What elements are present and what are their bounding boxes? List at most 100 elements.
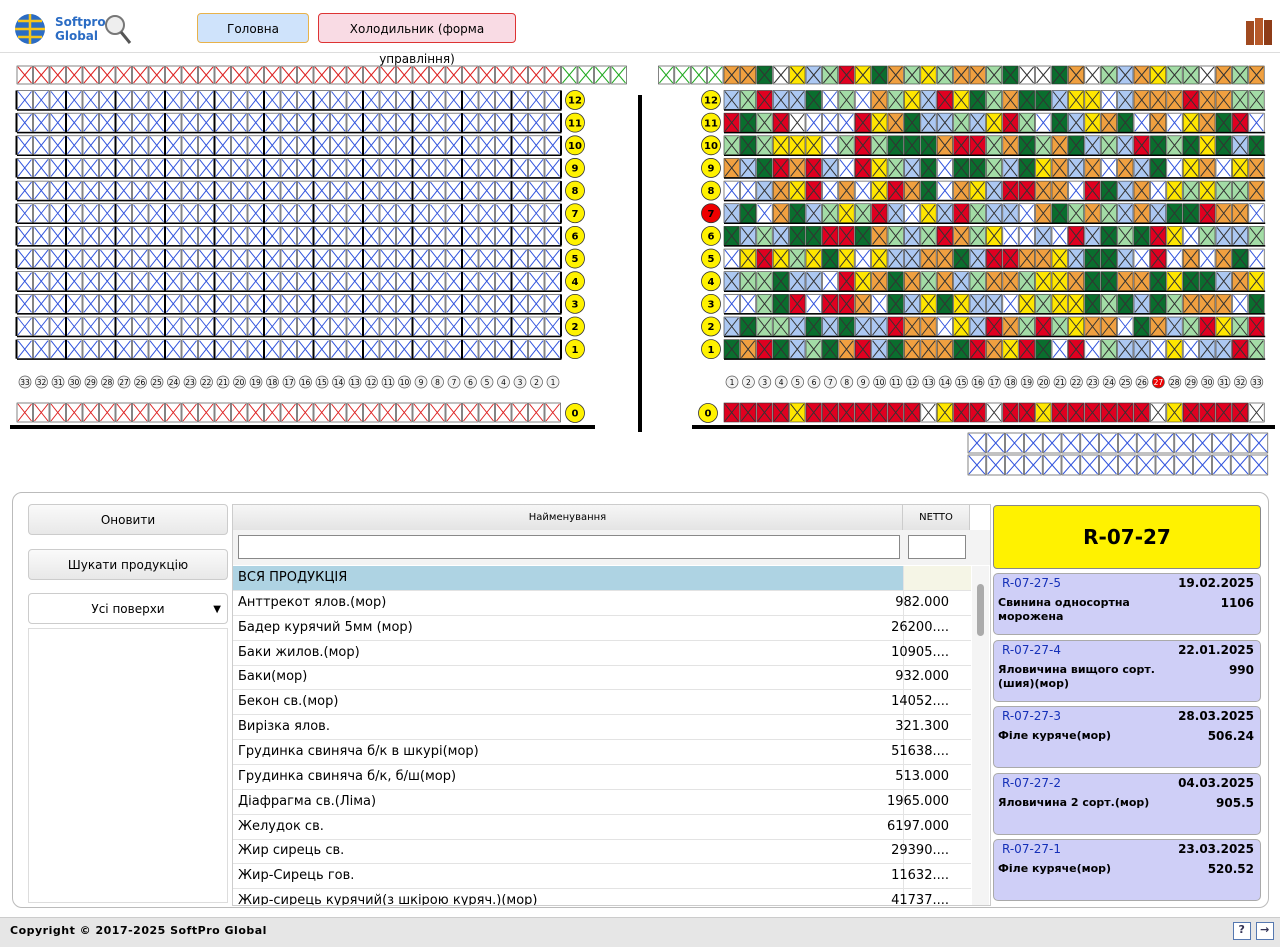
cell-cross	[116, 113, 131, 132]
cell-item[interactable]: R-07-27-4 22.01.2025 Яловичина вищого сорт…	[993, 639, 1261, 702]
column-label: 14	[940, 378, 950, 387]
column-label: 26	[1137, 378, 1147, 387]
tab[interactable]: Холодильник (форма управління)	[318, 13, 516, 66]
cell-cross	[954, 113, 969, 132]
cell-cross	[347, 66, 362, 84]
cell-cross	[773, 181, 788, 200]
cell-cross	[479, 249, 494, 268]
cell-cross	[182, 227, 197, 245]
cell-item[interactable]: R-07-27-2 04.03.2025 Яловичина 2 сорт.(мор…	[993, 772, 1261, 835]
help-button[interactable]: ?	[1233, 922, 1251, 940]
cell-cross	[232, 113, 247, 132]
column-badge	[101, 375, 114, 389]
cell-cross	[1134, 113, 1149, 132]
cell-cross	[1233, 295, 1248, 313]
cell-cross	[446, 317, 461, 336]
column-badge	[348, 375, 362, 389]
name-cell: Баки(мор)	[238, 669, 308, 685]
table-row[interactable]: Бекон св.(мор) 14052....	[233, 690, 971, 716]
cell-cross	[1085, 181, 1100, 200]
cell-cross	[446, 136, 461, 155]
refresh-button[interactable]: Оновити	[28, 504, 228, 535]
level-badge	[701, 225, 721, 246]
cell-cross	[1036, 317, 1051, 336]
table-row[interactable]: Баки(мор) 932.000	[233, 665, 971, 691]
cell-cross	[954, 295, 969, 313]
cell-cross	[545, 403, 560, 422]
cell-cross	[1134, 272, 1149, 291]
column-badge	[807, 375, 821, 389]
cell-cross	[232, 159, 247, 177]
cell-cross	[331, 340, 346, 358]
column-label: 27	[1154, 378, 1164, 387]
cell-cross	[314, 204, 329, 223]
column-label: 23	[185, 378, 195, 387]
cell-cross	[839, 204, 854, 223]
table-row[interactable]: Жир-сирець курячий(з шкірою куряч.)(мор)…	[233, 889, 971, 905]
cell-cross	[773, 317, 788, 336]
cell-cross	[1137, 455, 1155, 475]
cell-cross	[1003, 403, 1018, 422]
cell-cross	[1069, 403, 1084, 422]
cell-cross	[479, 159, 494, 177]
table-row[interactable]: Баки жилов.(мор) 10905....	[233, 640, 971, 666]
table-row[interactable]: Вирізка ялов. 321.300	[233, 715, 971, 741]
table-row[interactable]: Жир-Сирець гов. 11632....	[233, 864, 971, 890]
cell-cross	[496, 181, 511, 200]
table-row[interactable]: Діафрагма св.(Ліма) 1965.000	[233, 789, 971, 815]
cell-item[interactable]: R-07-27-5 19.02.2025 Свинина односортна мо…	[993, 573, 1261, 635]
cell-cross	[314, 249, 329, 268]
cell-item[interactable]: R-07-27-3 28.03.2025 Філе куряче(мор) 506.2…	[993, 706, 1261, 768]
netto-filter[interactable]	[908, 535, 966, 559]
cell-cross	[17, 249, 32, 268]
name-cell: ВСЯ ПРОДУКЦІЯ	[238, 570, 348, 585]
search-button[interactable]: Шукати продукцію	[28, 549, 228, 580]
cell-cross	[1003, 159, 1018, 177]
scrollbar[interactable]	[972, 566, 989, 905]
cell-cross	[182, 340, 197, 358]
cell-cross	[872, 249, 887, 268]
cell-cross	[347, 159, 362, 177]
cell-cross	[479, 272, 494, 291]
cell-cross	[823, 159, 838, 177]
floor-select[interactable]: Усі поверхи ▼	[28, 593, 228, 624]
cell-cross	[855, 159, 870, 177]
cell-cross	[50, 66, 65, 84]
table-row[interactable]: Грудинка свиняча б/к, б/ш(мор) 513.000	[233, 764, 971, 790]
item-date: 23.03.2025	[1178, 842, 1254, 856]
netto-cell: 321.300	[895, 719, 949, 735]
cell-cross	[34, 227, 49, 245]
table-row[interactable]: Грудинка свиняча б/к в шкурі(мор) 51638..…	[233, 739, 971, 765]
tab[interactable]: Головна	[197, 13, 309, 43]
table-row[interactable]: Бадер курячий 5мм (мор) 26200....	[233, 615, 971, 641]
cell-cross	[741, 272, 756, 291]
table-row[interactable]: Анттрекот ялов.(мор) 982.000	[233, 590, 971, 616]
cell-item[interactable]: R-07-27-1 23.03.2025 Філе куряче(мор) 520.5…	[993, 839, 1261, 901]
cell-cross	[446, 403, 461, 422]
cell-cross	[905, 317, 920, 336]
column-label: 31	[1219, 378, 1229, 387]
table-row[interactable]: Желудок св. 6197.000	[233, 814, 971, 840]
cell-cross	[430, 181, 445, 200]
column-label: 22	[1072, 378, 1082, 387]
cell-cross	[430, 113, 445, 132]
cell-cross	[83, 317, 98, 336]
cell-cross	[970, 113, 985, 132]
cell-cross	[248, 272, 263, 291]
cell-cross	[1194, 455, 1211, 475]
cell-cross	[17, 317, 32, 336]
column-badge	[1152, 375, 1165, 389]
cell-cross	[1134, 403, 1149, 422]
scroll-thumb[interactable]	[977, 584, 984, 636]
cell-cross	[413, 113, 428, 132]
name-filter[interactable]	[238, 535, 900, 559]
cell-cross	[232, 227, 247, 245]
cell-cross	[1019, 295, 1034, 313]
cell-cross	[987, 227, 1002, 245]
column-badge	[200, 375, 213, 389]
column-badge	[365, 375, 378, 389]
table-row[interactable]: Жир сирець св. 29390....	[233, 839, 971, 865]
exit-button[interactable]: →	[1256, 922, 1274, 940]
table-row[interactable]: ВСЯ ПРОДУКЦІЯ	[233, 566, 971, 591]
cell-cross	[970, 66, 985, 84]
